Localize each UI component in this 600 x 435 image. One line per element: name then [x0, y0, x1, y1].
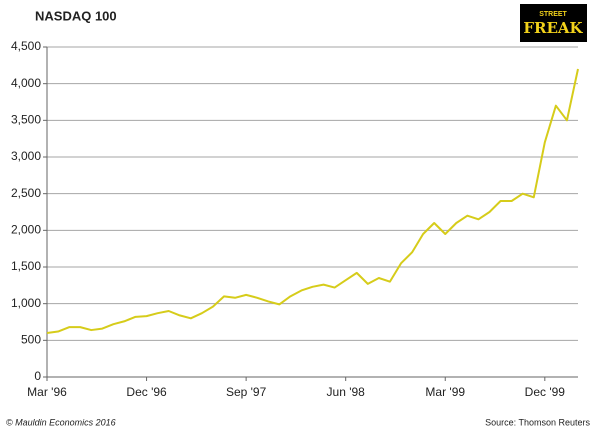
y-tick-label: 0 — [34, 369, 41, 383]
y-tick-label: 2,500 — [11, 186, 41, 200]
logo-top: STREET — [539, 11, 567, 18]
y-tick-label: 3,000 — [11, 149, 41, 163]
x-tick-label: Dec '96 — [126, 385, 167, 399]
logo-box — [520, 4, 587, 42]
x-tick-label: Mar '96 — [27, 385, 67, 399]
x-tick-label: Jun '98 — [327, 385, 366, 399]
x-tick-label: Dec '99 — [525, 385, 566, 399]
copyright: © Mauldin Economics 2016 — [6, 417, 116, 427]
y-tick-label: 2,000 — [11, 223, 41, 237]
y-tick-label: 500 — [21, 333, 41, 347]
chart-title: NASDAQ 100 — [35, 8, 117, 23]
y-tick-label: 4,000 — [11, 76, 41, 90]
source: Source: Thomson Reuters — [485, 417, 590, 427]
y-tick-label: 1,000 — [11, 296, 41, 310]
y-tick-label: 4,500 — [11, 39, 41, 53]
x-tick-label: Sep '97 — [226, 385, 267, 399]
line — [46, 68, 579, 334]
y-tick-label: 3,500 — [11, 113, 41, 127]
x-tick-label: Mar '99 — [425, 385, 465, 399]
y-tick-label: 1,500 — [11, 259, 41, 273]
logo-bottom: FREAK — [523, 19, 583, 37]
